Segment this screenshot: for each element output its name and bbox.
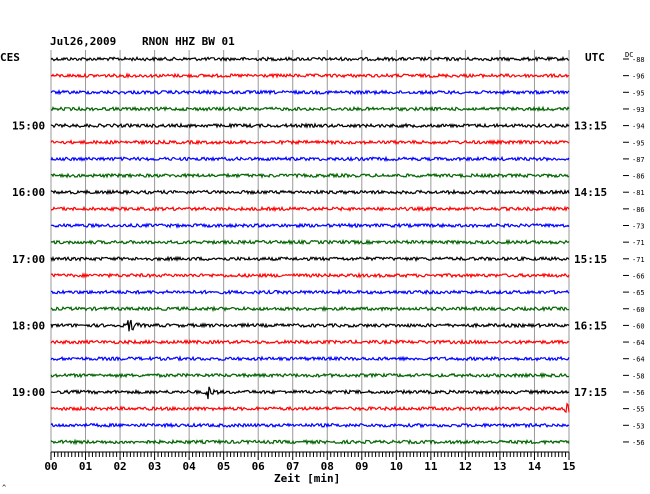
trace-line: [50, 72, 570, 79]
right-hour-label: 13:15: [574, 120, 607, 133]
dc-offset-label: -95: [632, 89, 645, 97]
trace-line: [50, 402, 570, 414]
x-tick-label: 00: [44, 460, 57, 473]
dc-offset-label: -64: [632, 339, 645, 347]
dc-offset-label: -65: [632, 289, 645, 297]
dc-offset-label: -81: [632, 189, 645, 197]
x-tick-label: 13: [493, 460, 506, 473]
trace-line: [50, 319, 570, 332]
trace-line: [50, 355, 570, 363]
left-hour-label: 15:00: [12, 120, 45, 133]
dc-offset-label: -60: [632, 322, 645, 330]
right-hour-label: 14:15: [574, 186, 607, 199]
trace-line: [50, 122, 570, 130]
x-tick-label: 08: [321, 460, 334, 473]
chart-station: RNON HHZ BW 01: [142, 35, 235, 48]
dc-offset-label: -64: [632, 356, 645, 364]
dc-offset-label: -93: [632, 106, 645, 114]
x-tick-label: 06: [252, 460, 266, 473]
trace-line: [50, 188, 570, 196]
x-tick-label: 14: [528, 460, 542, 473]
trace-line: [50, 271, 570, 279]
dc-offset-label: -56: [632, 439, 645, 447]
dc-offset-label: -88: [632, 56, 645, 64]
left-hour-label: 19:00: [12, 386, 45, 399]
dc-offset-label: -96: [632, 73, 645, 81]
x-tick-label: 04: [183, 460, 197, 473]
trace-line: [50, 139, 570, 146]
right-hour-label: 16:15: [574, 319, 607, 332]
trace-line: [50, 305, 570, 313]
trace-line: [50, 222, 570, 229]
x-tick-label: 12: [459, 460, 472, 473]
x-tick-label: 11: [424, 460, 438, 473]
x-tick-label: 10: [390, 460, 403, 473]
dc-offset-label: -66: [632, 272, 645, 280]
trace-line: [50, 56, 570, 63]
dc-offset-label: -95: [632, 139, 645, 147]
seismic-traces: [50, 56, 570, 446]
chart-date: Jul26,2009: [50, 35, 116, 48]
left-zone-label: CES: [0, 51, 20, 64]
trace-line: [50, 386, 570, 400]
x-tick-label: 15: [562, 460, 575, 473]
trace-line: [50, 338, 570, 346]
dc-offset-label: -60: [632, 306, 645, 314]
dc-offset-label: -73: [632, 223, 645, 231]
left-hour-label: 17:00: [12, 253, 45, 266]
trace-line: [50, 255, 570, 263]
trace-line: [50, 172, 570, 179]
left-hour-label: 18:00: [12, 319, 45, 332]
dc-offset-label: -71: [632, 239, 645, 247]
right-hour-label: 15:15: [574, 253, 607, 266]
trace-line: [50, 422, 570, 429]
dc-offset-label: -53: [632, 422, 645, 430]
x-tick-label: 02: [113, 460, 126, 473]
vertical-gridlines: [50, 50, 570, 452]
dc-offset-label: -56: [632, 389, 645, 397]
x-axis-label: Zeit [min]: [274, 472, 340, 485]
x-axis: 00 01 02 03 04 05 06 07 08 09 10 11 12 13 14 15: [44, 451, 576, 473]
x-tick-label: 05: [217, 460, 230, 473]
corner-mark: ^: [2, 484, 6, 492]
trace-line: [50, 205, 570, 213]
trace-line: [50, 371, 570, 379]
right-hour-label: 17:15: [574, 386, 607, 399]
dc-offset-label: -87: [632, 156, 645, 164]
right-zone-label: UTC: [585, 51, 605, 64]
trace-line: [50, 105, 570, 113]
trace-line: [50, 438, 570, 446]
x-tick-label: 09: [355, 460, 368, 473]
trace-line: [51, 288, 570, 296]
x-tick-label: 07: [286, 460, 299, 473]
trace-line: [50, 155, 570, 162]
dc-offset-label: -58: [632, 372, 645, 380]
dc-offset-label: -55: [632, 406, 645, 414]
chart-labels: Jul26,2009 RNON HHZ BW 01 CES UTC DC Zei…: [0, 35, 645, 485]
dc-offset-label: -71: [632, 256, 645, 264]
left-hour-label: 16:00: [12, 186, 45, 199]
x-tick-label: 01: [79, 460, 93, 473]
trace-line: [50, 238, 570, 246]
dc-offset-label: -86: [632, 206, 645, 214]
dc-offset-label: -86: [632, 173, 645, 181]
dc-label: DC: [625, 51, 633, 59]
dc-offset-label: -94: [632, 123, 645, 131]
x-tick-label: 03: [148, 460, 161, 473]
trace-line: [50, 88, 570, 96]
